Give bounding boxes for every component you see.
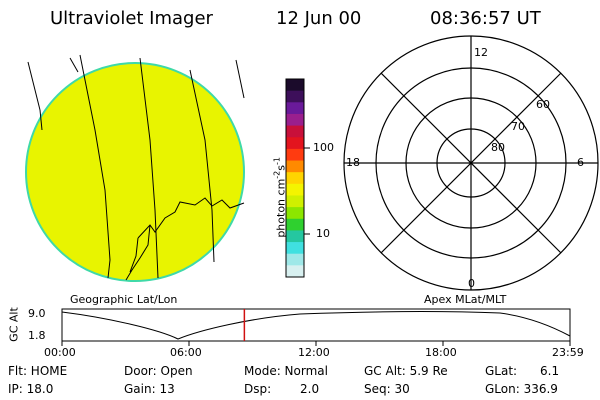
polar-grid xyxy=(343,35,599,291)
status-dsp-label: Dsp: xyxy=(244,382,272,396)
timeline-xtick-2359: 23:59 xyxy=(552,346,584,359)
timeline-xtick-0000: 00:00 xyxy=(44,346,76,359)
mlt-label-6: 6 xyxy=(577,156,584,169)
colorbar-swatch xyxy=(286,148,304,162)
altitude-curve xyxy=(61,311,571,340)
colorbar-border xyxy=(285,78,305,278)
mlt-label-0: 0 xyxy=(468,277,475,290)
colorbar-exp1: -2 xyxy=(272,170,282,179)
colorbar-swatch xyxy=(286,137,304,150)
globe-caption: Geographic Lat/Lon xyxy=(70,293,178,306)
colorbar-tick-10: 10 xyxy=(316,227,330,240)
timeline-ylabel: GC Alt xyxy=(7,307,21,342)
colorbar-swatch xyxy=(286,172,304,185)
colorbar-swatch xyxy=(286,242,304,255)
timeline-xtick-0600: 06:00 xyxy=(170,346,202,359)
status-door: Door: Open xyxy=(124,364,193,378)
lat-label-70: 70 xyxy=(511,120,525,133)
longitude-lines xyxy=(27,54,245,279)
timeline-ytick-low: 1.8 xyxy=(28,329,46,342)
polar-caption: Apex MLat/MLT xyxy=(424,293,507,306)
status-gain: Gain: 13 xyxy=(124,382,175,396)
colorbar-swatch xyxy=(286,90,304,103)
status-glat-value: 6.1 xyxy=(540,364,560,378)
colorbar-swatch xyxy=(286,113,304,127)
timeline-xtick-1200: 12:00 xyxy=(298,346,330,359)
colorbar-ticks xyxy=(304,147,310,235)
colorbar-swatch xyxy=(286,207,304,220)
status-glon: GLon: 336.9 xyxy=(485,382,558,396)
colorbar-swatch xyxy=(286,79,304,92)
mlt-label-18: 18 xyxy=(346,156,360,169)
status-seq: Seq: 30 xyxy=(364,382,410,396)
mlt-label-12: 12 xyxy=(474,46,488,59)
colorbar-swatch xyxy=(286,125,304,138)
earth-disk xyxy=(25,62,245,282)
status-gcalt: GC Alt: 5.9 Re xyxy=(364,364,448,378)
colorbar-swatch xyxy=(286,183,304,196)
colorbar-label: photon cm-2s-1 xyxy=(273,127,288,267)
lat-label-80: 80 xyxy=(491,141,505,154)
date-label: 12 Jun 00 xyxy=(276,8,362,29)
colorbar-swatch xyxy=(286,265,304,278)
colorbar-swatch xyxy=(286,253,304,266)
instrument-title: Ultraviolet Imager xyxy=(50,8,213,29)
status-flt: Flt: HOME xyxy=(8,364,68,378)
colorbar xyxy=(285,78,305,278)
status-dsp-value: 2.0 xyxy=(300,382,320,396)
status-ip: IP: 18.0 xyxy=(8,382,54,396)
colorbar-tick-100: 100 xyxy=(313,141,334,154)
colorbar-unit: photon cm xyxy=(274,178,288,238)
coastline xyxy=(125,197,245,281)
colorbar-swatch xyxy=(286,102,304,115)
colorbar-swatch xyxy=(286,218,304,231)
colorbar-swatch xyxy=(286,160,304,173)
timeline-ticks xyxy=(61,341,571,346)
timeline-ytick-high: 9.0 xyxy=(28,307,46,320)
timeline-xtick-1800: 18:00 xyxy=(425,346,457,359)
status-glat-label: GLat: xyxy=(485,364,518,378)
colorbar-unit-s: s xyxy=(274,164,288,171)
colorbar-swatch xyxy=(286,230,304,243)
colorbar-exp2: -1 xyxy=(272,157,282,165)
colorbar-swatch xyxy=(286,195,304,208)
lat-label-60: 60 xyxy=(536,98,550,111)
status-mode: Mode: Normal xyxy=(244,364,328,378)
time-label: 08:36:57 UT xyxy=(430,8,541,29)
timeline-frame xyxy=(61,308,571,342)
